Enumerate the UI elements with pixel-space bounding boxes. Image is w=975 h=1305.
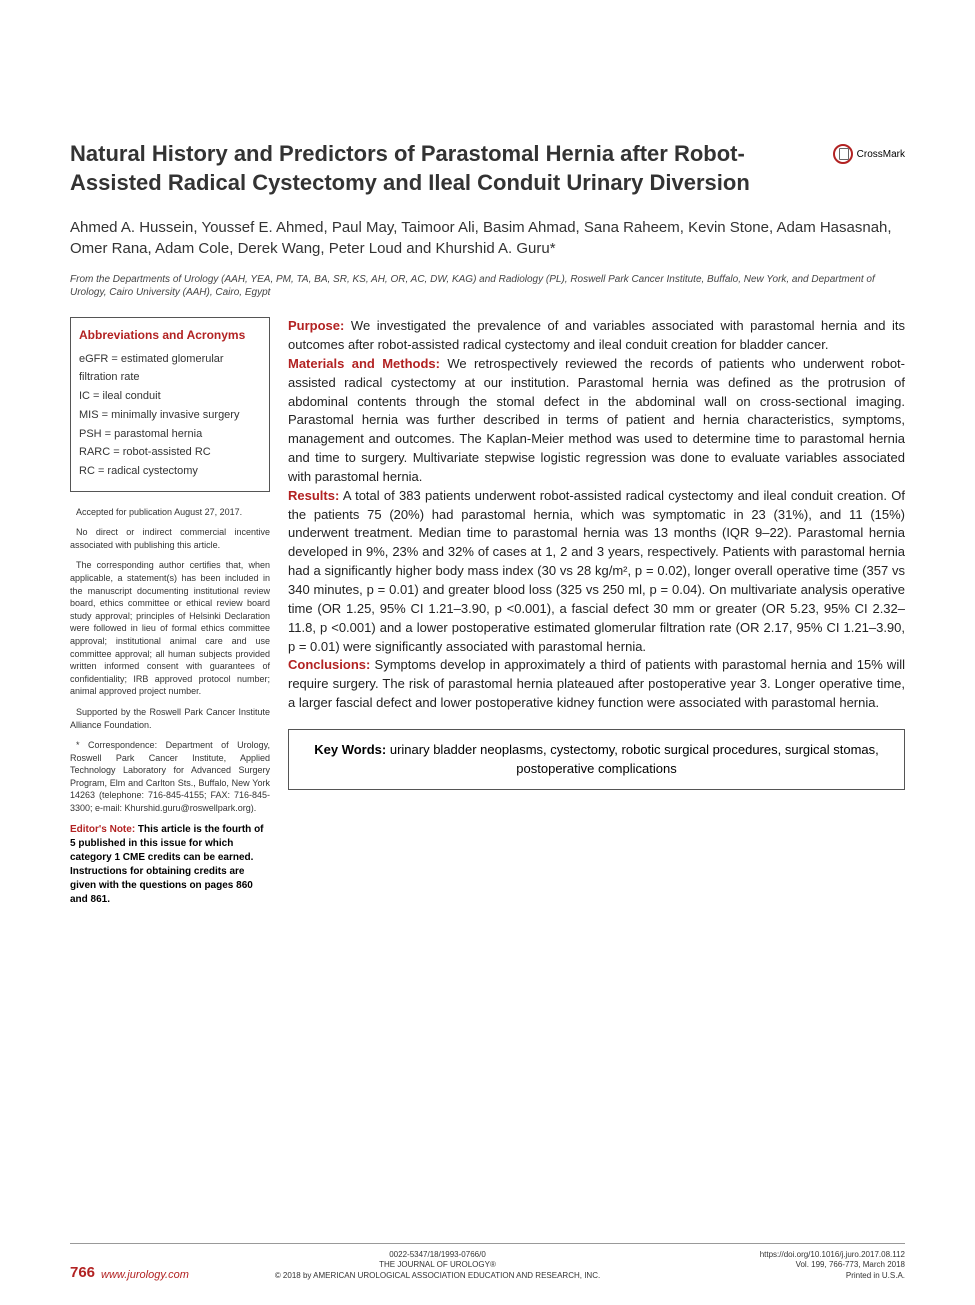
page-footer: 766 www.jurology.com 0022-5347/18/1993-0… xyxy=(70,1243,905,1281)
abstract-column: Purpose: We investigated the prevalence … xyxy=(288,317,905,906)
footer-right: https://doi.org/10.1016/j.juro.2017.08.1… xyxy=(715,1250,905,1281)
copyright-line: © 2018 by AMERICAN UROLOGICAL ASSOCIATIO… xyxy=(160,1271,715,1281)
printed-line: Printed in U.S.A. xyxy=(715,1271,905,1281)
abbreviations-box: Abbreviations and Acronyms eGFR = estima… xyxy=(70,317,270,491)
author-list: Ahmed A. Hussein, Youssef E. Ahmed, Paul… xyxy=(70,217,905,259)
methods-label: Materials and Methods: xyxy=(288,356,440,371)
page-number: 766 xyxy=(70,1264,95,1281)
purpose-label: Purpose: xyxy=(288,318,344,333)
acceptance-note: Accepted for publication August 27, 2017… xyxy=(70,506,270,519)
volume-line: Vol. 199, 766-773, March 2018 xyxy=(715,1260,905,1270)
affiliation-text: From the Departments of Urology (AAH, YE… xyxy=(70,273,905,299)
abbrev-item: MIS = minimally invasive surgery xyxy=(79,406,261,425)
keywords-text: urinary bladder neoplasms, cystectomy, r… xyxy=(386,742,879,777)
abbrev-item: RC = radical cystectomy xyxy=(79,462,261,481)
abbrev-item: IC = ileal conduit xyxy=(79,387,261,406)
abstract-body: Purpose: We investigated the prevalence … xyxy=(288,317,905,713)
doi-line[interactable]: https://doi.org/10.1016/j.juro.2017.08.1… xyxy=(715,1250,905,1260)
purpose-text: We investigated the prevalence of and va… xyxy=(288,318,905,352)
results-label: Results: xyxy=(288,488,339,503)
conclusions-label: Conclusions: xyxy=(288,657,370,672)
abbrev-item: PSH = parastomal hernia xyxy=(79,425,261,444)
abbreviations-title: Abbreviations and Acronyms xyxy=(79,328,261,344)
abbrev-item: eGFR = estimated glomerular filtration r… xyxy=(79,350,261,387)
issn-line: 0022-5347/18/1993-0766/0 xyxy=(160,1250,715,1260)
journal-name: THE JOURNAL OF UROLOGY® xyxy=(160,1260,715,1270)
abbrev-item: RARC = robot-assisted RC xyxy=(79,443,261,462)
funding-note: Supported by the Roswell Park Cancer Ins… xyxy=(70,706,270,731)
methods-text: We retrospectively reviewed the records … xyxy=(288,356,905,484)
crossmark-badge[interactable]: CrossMark xyxy=(833,144,905,164)
correspondence-note: * Correspondence: Department of Urology,… xyxy=(70,739,270,815)
ethics-note: The corresponding author certifies that,… xyxy=(70,559,270,698)
keywords-box: Key Words: urinary bladder neoplasms, cy… xyxy=(288,729,905,790)
article-title: Natural History and Predictors of Parast… xyxy=(70,140,813,197)
coi-note: No direct or indirect commercial incenti… xyxy=(70,526,270,551)
conclusions-text: Symptoms develop in approximately a thir… xyxy=(288,657,905,710)
editor-note-text: This article is the fourth of 5 publishe… xyxy=(70,824,264,905)
results-text: A total of 383 patients underwent robot-… xyxy=(288,488,905,654)
left-sidebar: Abbreviations and Acronyms eGFR = estima… xyxy=(70,317,270,906)
editor-note: Editor's Note: This article is the fourt… xyxy=(70,823,270,907)
crossmark-label: CrossMark xyxy=(857,149,905,160)
crossmark-icon xyxy=(833,144,853,164)
footer-center: 0022-5347/18/1993-0766/0 THE JOURNAL OF … xyxy=(160,1250,715,1281)
keywords-label: Key Words: xyxy=(314,742,386,757)
editor-note-label: Editor's Note: xyxy=(70,824,135,835)
